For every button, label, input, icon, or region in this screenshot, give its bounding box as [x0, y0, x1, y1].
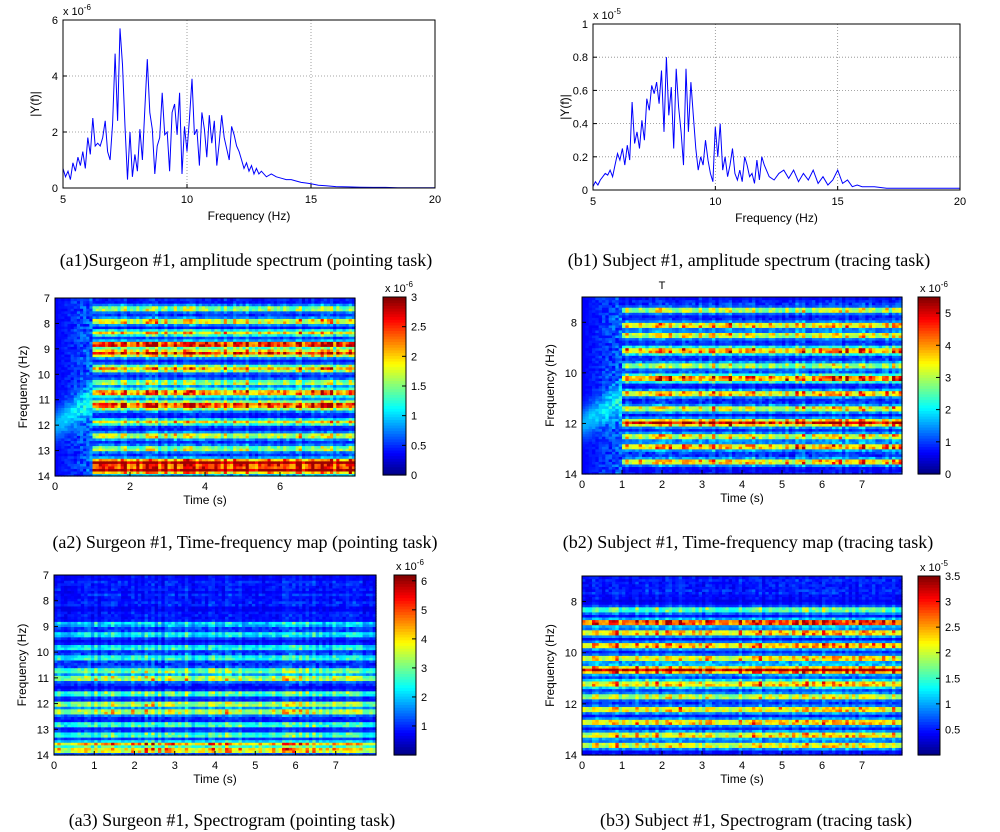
- a1-x-tick-label: 15: [305, 194, 317, 206]
- a1-exponent-base: x 10: [63, 6, 84, 18]
- b1-caption: (b1) Subject #1, amplitude spectrum (tra…: [568, 250, 930, 271]
- b1-y-tick-label: 0: [582, 185, 588, 197]
- a1-x-tick-label: 10: [181, 194, 193, 206]
- a1-y-tick-label: 6: [52, 15, 58, 27]
- a1-plot-background: [63, 20, 435, 188]
- b1-x-tick-label: 20: [954, 196, 966, 208]
- b1-y-tick-label: 0.6: [573, 85, 588, 97]
- b1-x-tick-label: 5: [590, 196, 596, 208]
- b1-y-tick-label: 0.8: [573, 52, 588, 64]
- a1-y-tick-label: 0: [52, 183, 58, 195]
- b1-y-axis-label: |Y(f)|: [558, 94, 572, 120]
- b1-y-tick-label: 0.4: [573, 119, 588, 131]
- figure: 5 10 15 200246Frequency (Hz)|Y(f)|x 10-6(a1…: [0, 0, 1000, 832]
- b1-exponent-label: x 10-5: [593, 7, 621, 22]
- a1-x-tick-label: 5: [60, 194, 66, 206]
- b1-x-axis-label: Frequency (Hz): [735, 211, 818, 225]
- b1-plot-background: [593, 24, 960, 190]
- b1-y-tick-label: 0.2: [573, 152, 588, 164]
- a1-exponent-power: -6: [84, 3, 92, 12]
- a1-exponent-label: x 10-6: [63, 3, 91, 18]
- b1-exponent-base: x 10: [593, 10, 614, 22]
- a1-x-tick-label: 20: [429, 194, 441, 206]
- b1-x-tick-label: 10: [709, 196, 721, 208]
- a1-x-axis-label: Frequency (Hz): [208, 209, 291, 223]
- a1-y-tick-label: 4: [52, 71, 58, 83]
- a1-caption: (a1)Surgeon #1, amplitude spectrum (poin…: [60, 250, 433, 271]
- a1-y-axis-label: |Y(f)|: [28, 91, 42, 117]
- b1-chart: 5 10 15 20 0 0.2 0.4 0.6 0.8 1 Frequency (Hz) |Y(f)…: [558, 19, 966, 225]
- b1-y-tick-label: 1: [582, 19, 588, 31]
- a1-chart: 5 10 15 20 0 2 4 6 Frequency (Hz) |Y(f)|: [28, 15, 441, 223]
- a1-y-tick-label: 2: [52, 127, 58, 139]
- b1-x-tick-label: 15: [832, 196, 844, 208]
- b1-exponent-power: -5: [614, 7, 622, 16]
